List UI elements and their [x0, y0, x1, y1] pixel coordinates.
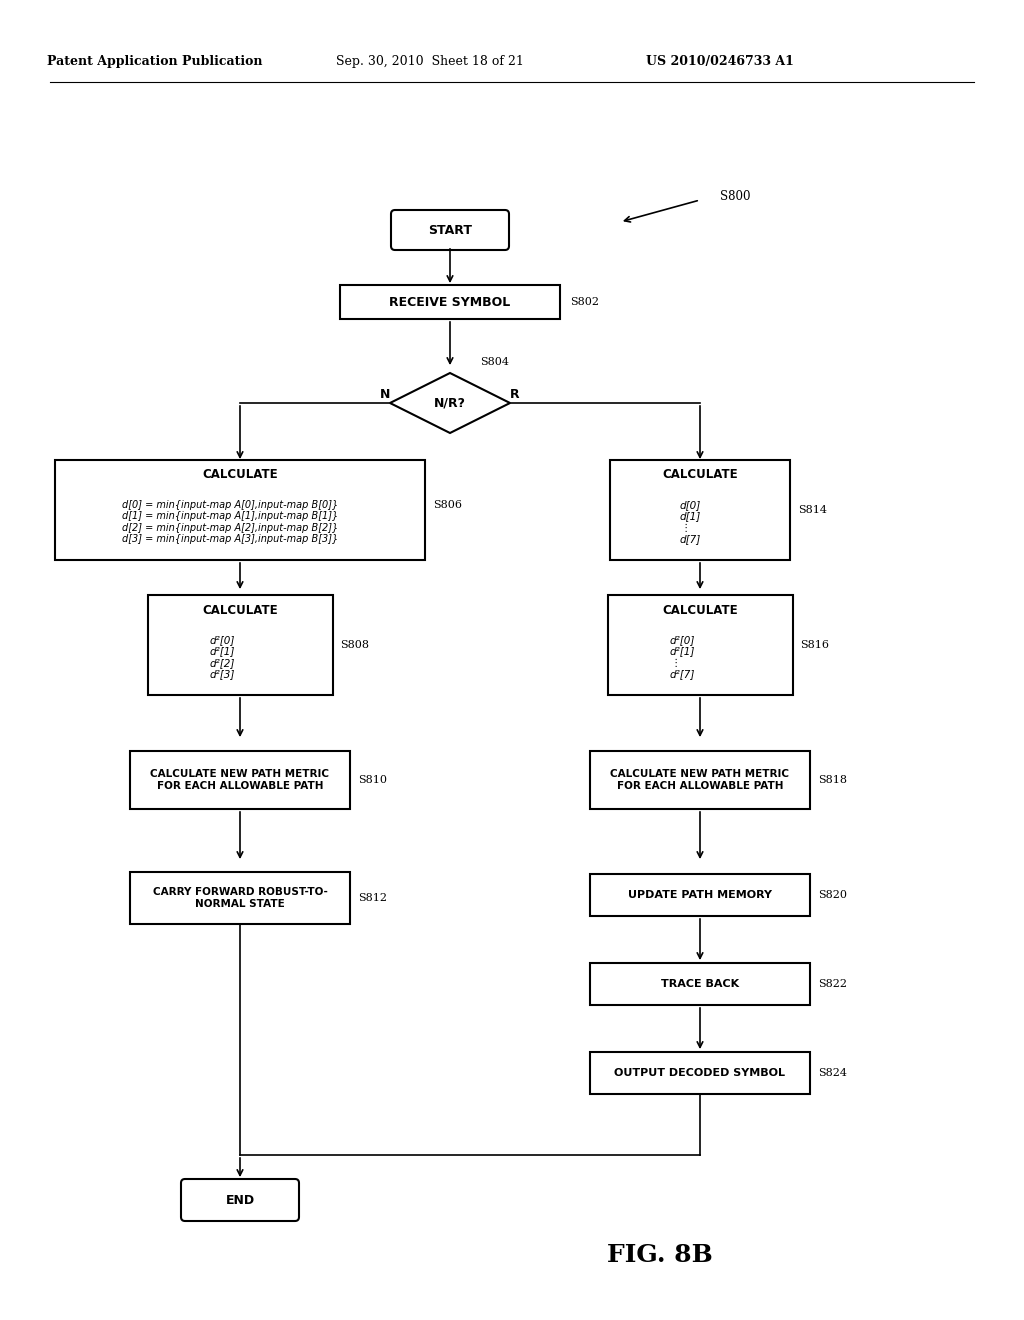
Text: S806: S806 [433, 500, 462, 510]
Bar [607, 595, 793, 696]
Text: S820: S820 [818, 890, 847, 900]
Text: TRACE BACK: TRACE BACK [660, 979, 739, 989]
Text: S808: S808 [341, 640, 370, 649]
Text: d²[0]
d²[1]
⋮
d²[7]: d²[0] d²[1] ⋮ d²[7] [670, 635, 695, 680]
Text: d[0] = min{input-map A[0],input-map B[0]}
d[1] = min{input-map A[1],input-map B[: d[0] = min{input-map A[0],input-map B[0]… [122, 499, 338, 544]
Text: END: END [225, 1193, 255, 1206]
Text: UPDATE PATH MEMORY: UPDATE PATH MEMORY [628, 890, 772, 900]
Polygon shape [390, 374, 510, 433]
Bar [340, 285, 560, 319]
Text: S816: S816 [801, 640, 829, 649]
Bar [590, 874, 810, 916]
Text: S814: S814 [798, 506, 827, 515]
Text: CALCULATE: CALCULATE [663, 469, 738, 482]
Text: RECEIVE SYMBOL: RECEIVE SYMBOL [389, 296, 511, 309]
Text: S824: S824 [818, 1068, 847, 1078]
Text: R: R [510, 388, 520, 401]
Text: S802: S802 [570, 297, 599, 308]
FancyBboxPatch shape [391, 210, 509, 249]
Text: CALCULATE: CALCULATE [202, 469, 278, 482]
Bar [610, 459, 790, 560]
Text: S810: S810 [358, 775, 387, 785]
Bar [590, 751, 810, 809]
Text: S812: S812 [358, 894, 387, 903]
Bar [55, 459, 425, 560]
Text: Patent Application Publication: Patent Application Publication [47, 55, 263, 69]
Text: START: START [428, 223, 472, 236]
Bar [590, 964, 810, 1005]
Text: Sep. 30, 2010  Sheet 18 of 21: Sep. 30, 2010 Sheet 18 of 21 [336, 55, 524, 69]
Text: N: N [380, 388, 390, 401]
Text: N/R?: N/R? [434, 396, 466, 409]
Bar [590, 1052, 810, 1094]
Text: OUTPUT DECODED SYMBOL: OUTPUT DECODED SYMBOL [614, 1068, 785, 1078]
FancyBboxPatch shape [181, 1179, 299, 1221]
Text: CALCULATE NEW PATH METRIC
FOR EACH ALLOWABLE PATH: CALCULATE NEW PATH METRIC FOR EACH ALLOW… [151, 770, 330, 791]
Text: S822: S822 [818, 979, 847, 989]
Text: S804: S804 [480, 356, 509, 367]
Bar [147, 595, 333, 696]
Text: US 2010/0246733 A1: US 2010/0246733 A1 [646, 55, 794, 69]
Text: S800: S800 [720, 190, 751, 202]
Text: CALCULATE: CALCULATE [663, 603, 738, 616]
Text: CALCULATE: CALCULATE [202, 603, 278, 616]
Text: d[0]
d[1]
⋮
d[7]: d[0] d[1] ⋮ d[7] [680, 499, 701, 544]
Text: CARRY FORWARD ROBUST-TO-
NORMAL STATE: CARRY FORWARD ROBUST-TO- NORMAL STATE [153, 887, 328, 908]
Text: d²[0]
d²[1]
d²[2]
d²[3]: d²[0] d²[1] d²[2] d²[3] [210, 635, 236, 680]
Text: CALCULATE NEW PATH METRIC
FOR EACH ALLOWABLE PATH: CALCULATE NEW PATH METRIC FOR EACH ALLOW… [610, 770, 790, 791]
Text: S818: S818 [818, 775, 847, 785]
Text: FIG. 8B: FIG. 8B [607, 1243, 713, 1267]
Bar [130, 751, 350, 809]
Bar [130, 873, 350, 924]
